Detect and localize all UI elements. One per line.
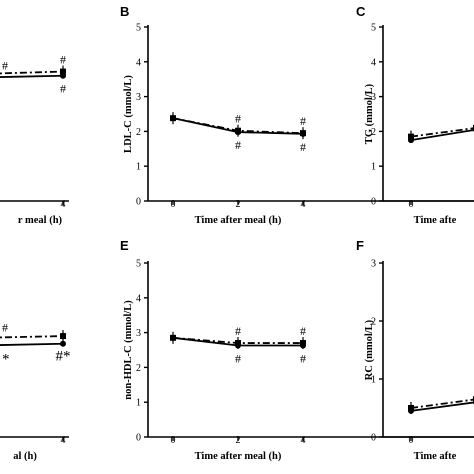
- y-axis-title: RC (mmol/L): [364, 319, 375, 380]
- significance-marker: #: [235, 112, 241, 126]
- y-tick-label: 2: [371, 127, 376, 138]
- y-axis-title: LDL-C (mmol/L): [123, 75, 134, 153]
- series-line-dashdot: [0, 70, 64, 75]
- significance-marker: #: [60, 53, 66, 67]
- series-line-dashdot: [410, 127, 474, 138]
- series-line-dashdot: [410, 398, 474, 409]
- panel-b: B 0 1 2 3 4 5 LDL-C (mmol/L) 0 2 4 Time after meal …: [120, 4, 474, 226]
- x-tick-label: 4: [61, 435, 66, 446]
- significance-marker: #: [60, 82, 66, 96]
- panel-d: 4al (h)#* #*: [0, 321, 71, 462]
- series-line-solid: [410, 401, 474, 412]
- panel-a: 4 r meal (h) # # #: [0, 53, 69, 226]
- x-axis-title: Time after meal (h): [195, 451, 282, 462]
- y-tick-label: 3: [371, 259, 376, 270]
- x-tick-label: 0: [409, 199, 414, 210]
- y-tick-label: 0: [136, 197, 141, 208]
- significance-marker: #: [2, 321, 8, 335]
- y-tick-label: 0: [371, 197, 376, 208]
- x-axis-title: Time afte: [414, 451, 457, 462]
- significance-marker: #: [300, 140, 306, 154]
- y-tick-label: 2: [371, 317, 376, 328]
- x-tick-label: 0: [171, 199, 176, 210]
- y-tick-label: 1: [371, 375, 376, 386]
- y-tick-label: 1: [371, 162, 376, 173]
- series-line-solid: [410, 129, 474, 141]
- panel-letter: C: [356, 4, 366, 19]
- significance-marker: #: [2, 58, 8, 72]
- y-tick-label: 2: [136, 127, 141, 138]
- x-axis-title: al (h): [13, 451, 37, 462]
- significance-marker: #: [300, 114, 306, 128]
- series-line-solid: [0, 74, 64, 78]
- significance-marker: #: [300, 351, 306, 365]
- y-tick-label: 4: [136, 293, 141, 304]
- y-tick-label: 5: [136, 259, 141, 270]
- panel-letter: B: [120, 4, 129, 19]
- x-tick-label: 2: [236, 435, 241, 446]
- y-tick-label: 1: [136, 398, 141, 409]
- y-tick-label: 3: [136, 328, 141, 339]
- y-tick-label: 3: [136, 92, 141, 103]
- y-tick-label: 5: [371, 23, 376, 34]
- series-line-dashdot: [0, 335, 64, 339]
- series-line-solid: [0, 342, 64, 346]
- significance-marker: #: [235, 324, 241, 338]
- x-axis-title: r meal (h): [18, 215, 63, 226]
- y-tick-label: 4: [136, 57, 141, 68]
- x-tick-label: 2: [236, 199, 241, 210]
- y-tick-label: 3: [371, 92, 376, 103]
- data-point-circle: [60, 340, 66, 347]
- panel-letter: F: [356, 238, 364, 253]
- x-tick-label: 4: [61, 199, 66, 210]
- x-axis-title: Time afte: [414, 215, 457, 226]
- x-tick-label: 0: [171, 435, 176, 446]
- y-tick-label: 0: [371, 433, 376, 444]
- x-tick-label: 4: [301, 199, 306, 210]
- y-tick-label: 1: [136, 162, 141, 173]
- significance-marker: #: [235, 138, 241, 152]
- x-tick-label: 0: [409, 435, 414, 446]
- y-tick-label: 0: [136, 433, 141, 444]
- y-tick-label: 2: [136, 363, 141, 374]
- significance-marker: #*: [56, 349, 71, 365]
- x-axis-title: Time after meal (h): [195, 215, 282, 226]
- y-axis-title: TG (mmol/L): [364, 83, 375, 144]
- significance-marker: #: [235, 351, 241, 365]
- y-tick-label: 4: [371, 57, 376, 68]
- panel-letter: E: [120, 238, 129, 253]
- y-axis-title: non-HDL-C (mmol/L): [123, 300, 134, 400]
- panel-e: E 0 1 2 3 4 5 non-HDL-C (mmol/L) 0 2 4 Time after m…: [120, 238, 474, 462]
- x-tick-label: 4: [301, 435, 306, 446]
- significance-marker: #: [300, 324, 306, 338]
- y-tick-label: 5: [136, 23, 141, 34]
- significance-marker: *: [2, 352, 10, 368]
